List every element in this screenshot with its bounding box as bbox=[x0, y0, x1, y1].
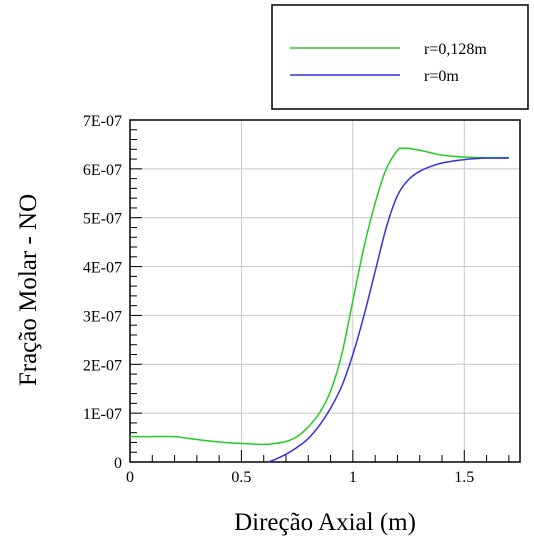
series-line-1 bbox=[267, 157, 509, 463]
x-tick-label: 1.5 bbox=[454, 469, 474, 486]
legend-box bbox=[271, 4, 529, 110]
y-tick-label: 1E-07 bbox=[83, 406, 122, 423]
y-tick-label: 5E-07 bbox=[83, 211, 122, 228]
grid bbox=[130, 120, 520, 462]
x-axis-title: Direção Axial (m) bbox=[234, 509, 416, 536]
y-tick-label: 4E-07 bbox=[83, 260, 122, 277]
legend-label-series-1: r=0m bbox=[424, 68, 459, 85]
y-tick-label: 0 bbox=[114, 455, 122, 472]
y-tick-label: 2E-07 bbox=[83, 357, 122, 374]
legend: r=0,128m r=0m bbox=[271, 4, 529, 110]
legend-label-series-0: r=0,128m bbox=[424, 41, 487, 58]
x-tick-label: 0.5 bbox=[231, 469, 251, 486]
y-tick-label: 6E-07 bbox=[83, 162, 122, 179]
y-axis-title: Fração Molar - NO bbox=[15, 194, 42, 386]
x-tick-label: 0 bbox=[126, 469, 134, 486]
minor-ticks bbox=[130, 129, 510, 462]
y-tick-label: 3E-07 bbox=[83, 308, 122, 325]
x-tick-labels: 0 0.5 1 1.5 bbox=[126, 469, 474, 486]
plot-frame bbox=[129, 119, 521, 463]
y-tick-labels: 0 1E-07 2E-07 3E-07 4E-07 5E-07 6E-07 7E-07 bbox=[83, 113, 122, 472]
series-line-0 bbox=[130, 147, 509, 446]
x-tick-label: 1 bbox=[349, 469, 357, 486]
y-tick-label: 7E-07 bbox=[83, 113, 122, 130]
series-lines bbox=[130, 147, 509, 463]
